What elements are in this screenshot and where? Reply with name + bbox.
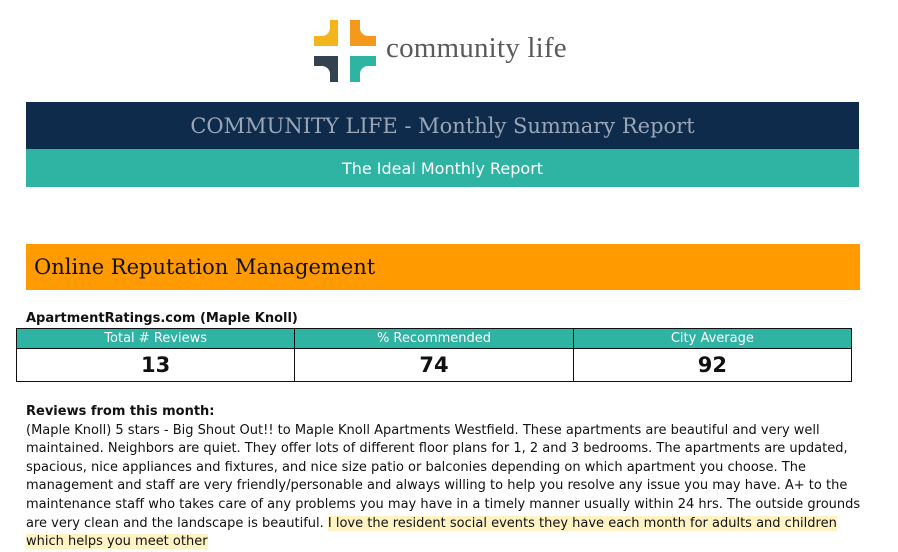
logo-wordmark: community life [386,32,567,64]
ratings-table: Total # Reviews % Recommended City Avera… [15,328,853,382]
column-header: % Recommended [294,328,574,349]
ratings-source-label: ApartmentRatings.com (Maple Knoll) [26,311,298,326]
ratings-header-row: Total # Reviews % Recommended City Avera… [15,328,853,349]
ratings-value-row: 13 74 92 [15,348,853,382]
report-title: COMMUNITY LIFE - Monthly Summary Report [190,113,695,138]
city-average-value: 92 [572,348,853,382]
logo-mark-icon [314,20,376,82]
report-subtitle-bar: The Ideal Monthly Report [26,149,859,187]
column-header: Total # Reviews [15,328,296,349]
total-reviews-value: 13 [15,348,296,382]
reviews-heading: Reviews from this month: [26,404,215,419]
review-text: (Maple Knoll) 5 stars - Big Shout Out!! … [26,422,864,552]
section-heading-bar: Online Reputation Management [26,244,860,290]
report-title-bar: COMMUNITY LIFE - Monthly Summary Report [26,102,859,149]
report-subtitle: The Ideal Monthly Report [341,158,544,178]
column-header: City Average [572,328,853,349]
percent-recommended-value: 74 [294,348,574,382]
review-body: (Maple Knoll) 5 stars - Big Shout Out!! … [26,422,861,531]
reviews-section: Reviews from this month: (Maple Knoll) 5… [26,403,864,552]
section-title: Online Reputation Management [34,255,376,279]
community-life-logo: community life [312,18,582,86]
